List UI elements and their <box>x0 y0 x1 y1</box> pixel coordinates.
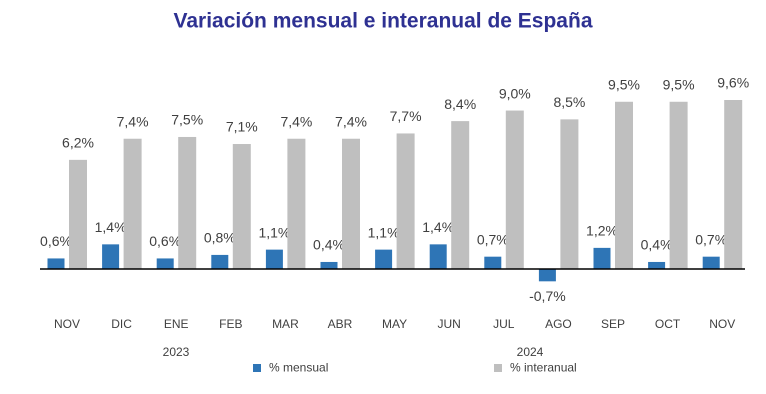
bar <box>669 101 688 270</box>
bar <box>724 100 743 269</box>
data-label: -0,7% <box>529 288 566 304</box>
bar <box>265 249 283 269</box>
bar <box>702 256 720 269</box>
data-label: 0,7% <box>477 231 509 247</box>
bar <box>102 244 120 269</box>
data-label: 0,6% <box>149 233 181 249</box>
data-label: 1,1% <box>368 224 400 240</box>
data-label: 0,4% <box>313 237 345 253</box>
bar <box>593 247 611 269</box>
data-label: 7,1% <box>226 119 258 135</box>
bar <box>178 136 197 269</box>
x-tick-label: MAY <box>382 317 407 331</box>
data-label: 7,5% <box>171 112 203 128</box>
x-tick-label: SEP <box>601 317 625 331</box>
x-tick-label: ABR <box>328 317 353 331</box>
data-label: 9,5% <box>608 76 640 92</box>
bar <box>211 254 229 269</box>
x-tick-label: JUL <box>493 317 515 331</box>
data-label: 9,6% <box>717 75 749 91</box>
bar <box>47 258 65 269</box>
data-label: 0,8% <box>204 230 236 246</box>
x-tick-label: JUN <box>438 317 461 331</box>
year-label: 2024 <box>517 345 544 359</box>
data-label: 9,0% <box>499 85 531 101</box>
x-tick-label: ENE <box>164 317 189 331</box>
data-label: 1,4% <box>422 219 454 235</box>
x-tick-label: AGO <box>545 317 572 331</box>
bar <box>320 261 338 269</box>
legend-swatch <box>253 364 261 372</box>
data-label: 6,2% <box>62 135 94 151</box>
data-label: 8,5% <box>553 94 585 110</box>
data-label: 9,5% <box>663 76 695 92</box>
data-label: 7,4% <box>280 113 312 129</box>
x-tick-label: FEB <box>219 317 242 331</box>
x-tick-label: DIC <box>111 317 132 331</box>
bar <box>375 249 393 269</box>
data-label: 0,4% <box>641 237 673 253</box>
data-label: 1,4% <box>95 219 127 235</box>
x-tick-label: NOV <box>54 317 80 331</box>
bar <box>484 256 502 269</box>
bar <box>342 138 360 269</box>
data-label: 1,1% <box>258 224 290 240</box>
legend-label: % mensual <box>269 361 328 375</box>
legend-label: % interanual <box>510 361 577 375</box>
data-label: 7,7% <box>390 108 422 124</box>
data-label: 1,2% <box>586 223 618 239</box>
bar <box>648 261 666 269</box>
bar <box>69 159 87 269</box>
data-label: 7,4% <box>335 113 367 129</box>
bar <box>429 244 447 269</box>
x-tick-label: MAR <box>272 317 299 331</box>
bar <box>505 110 524 269</box>
data-label: 0,7% <box>695 231 727 247</box>
bar <box>156 258 174 269</box>
data-label: 8,4% <box>444 96 476 112</box>
data-label: 7,4% <box>117 113 149 129</box>
chart-title: Variación mensual e interanual de España <box>174 10 593 33</box>
year-label: 2023 <box>163 345 190 359</box>
x-tick-label: NOV <box>709 317 735 331</box>
data-label: 0,6% <box>40 233 72 249</box>
legend-swatch <box>494 364 502 372</box>
bar <box>615 101 633 270</box>
bar <box>538 269 556 282</box>
bar <box>451 121 470 269</box>
bar <box>287 138 306 269</box>
bar <box>123 138 142 269</box>
x-tick-label: OCT <box>655 317 681 331</box>
bar <box>232 144 251 269</box>
bar <box>396 133 415 269</box>
bar <box>560 119 579 269</box>
